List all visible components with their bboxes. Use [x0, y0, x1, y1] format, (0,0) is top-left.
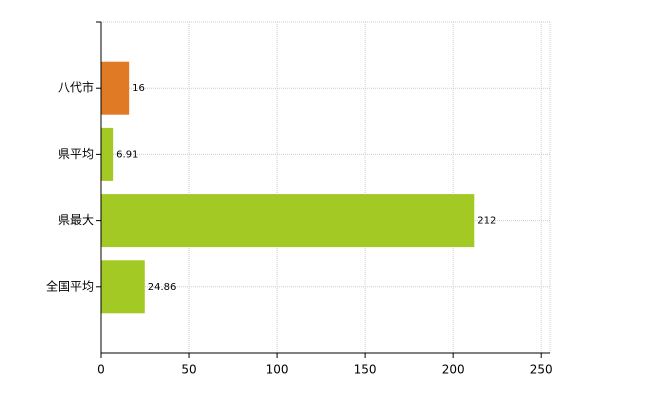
value-label: 212 [477, 216, 496, 227]
y-tick-label: 県最大 [58, 213, 94, 227]
bar [101, 61, 130, 115]
value-label: 24.86 [148, 282, 177, 293]
x-tick-label: 0 [97, 363, 105, 377]
value-label: 6.91 [116, 149, 138, 160]
y-tick-label: 全国平均 [46, 278, 94, 293]
x-tick-label: 200 [442, 363, 465, 377]
value-label: 16 [132, 83, 145, 94]
y-tick-label: 八代市 [58, 80, 94, 95]
x-tick-label: 100 [266, 363, 289, 377]
x-tick-label: 50 [181, 363, 196, 377]
x-tick-label: 150 [354, 363, 377, 377]
y-tick-label: 県平均 [58, 147, 94, 161]
x-tick-label: 250 [530, 363, 553, 377]
bar [101, 127, 114, 181]
bar [101, 260, 145, 314]
bar [101, 194, 475, 248]
